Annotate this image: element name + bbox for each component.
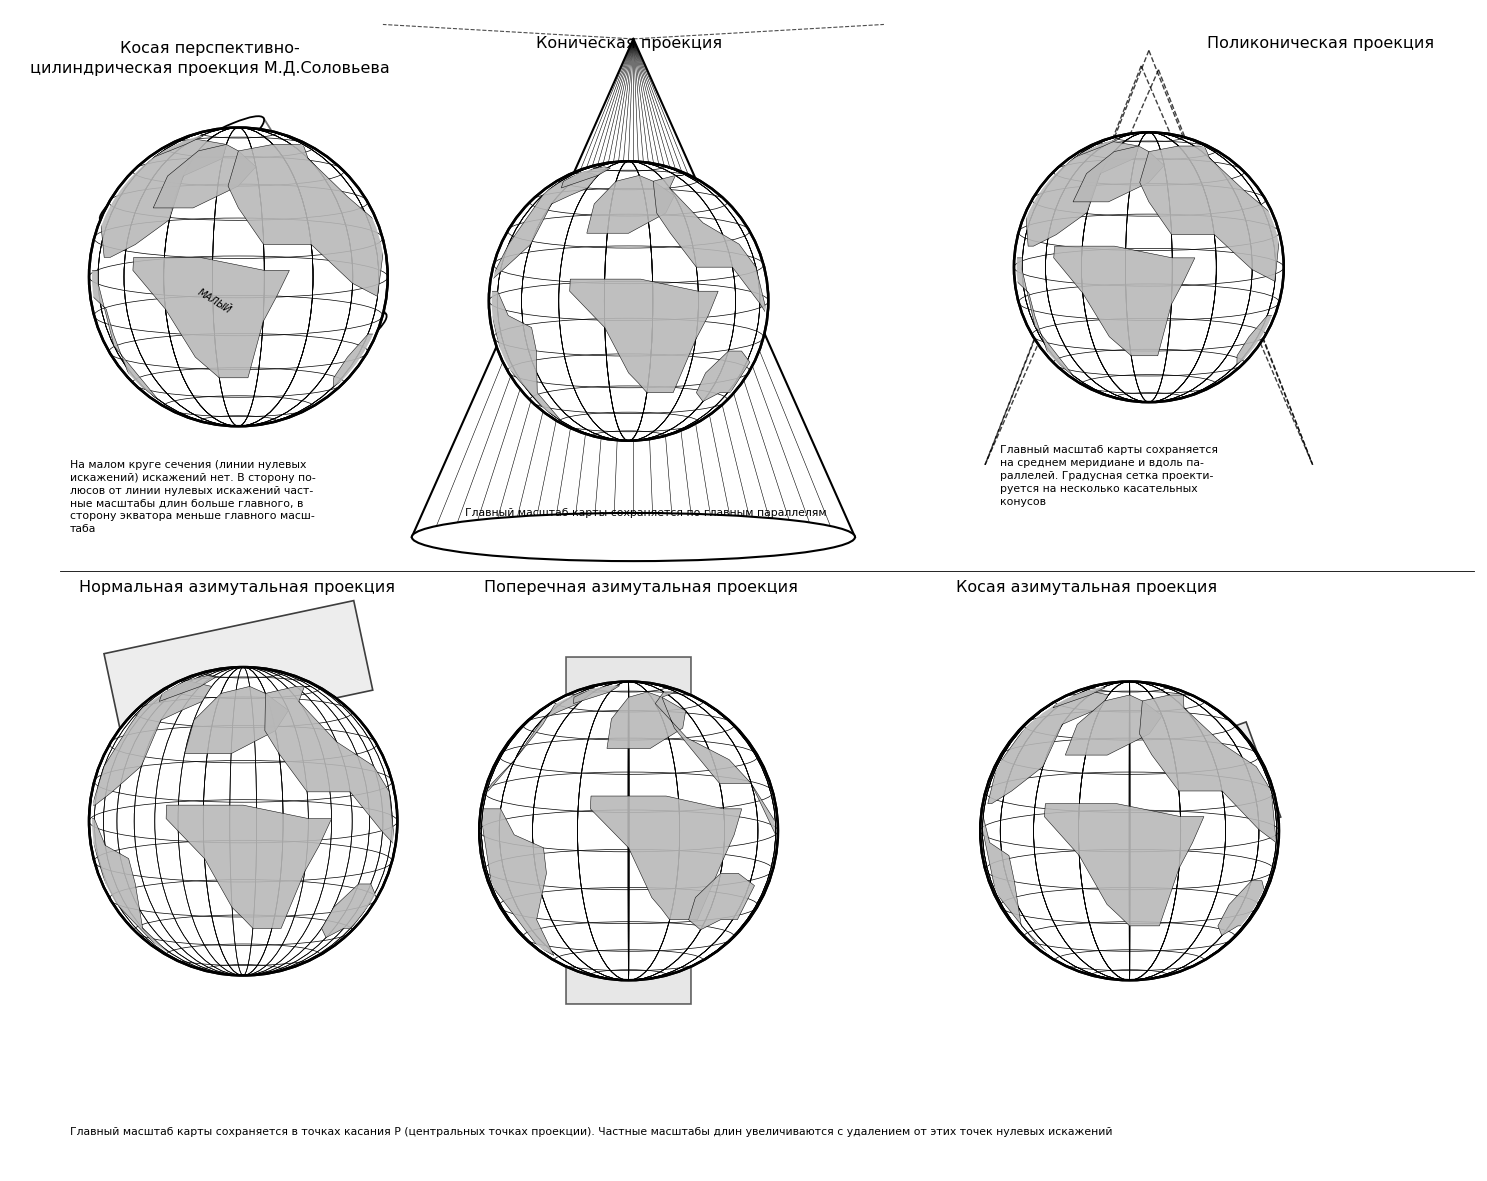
Text: На малом круге сечения (линии нулевых
искажений) искажений нет. В сторону по-
лю: На малом круге сечения (линии нулевых ис… (70, 459, 315, 534)
Text: Коническая проекция: Коническая проекция (535, 35, 721, 51)
Polygon shape (482, 809, 553, 955)
Polygon shape (607, 692, 686, 749)
Polygon shape (574, 685, 620, 704)
Text: Поликоническая проекция: Поликоническая проекция (1206, 35, 1433, 51)
Circle shape (489, 162, 769, 441)
Polygon shape (89, 270, 170, 410)
Polygon shape (1026, 142, 1139, 246)
Polygon shape (132, 257, 290, 378)
Polygon shape (1065, 694, 1161, 755)
Polygon shape (1237, 315, 1273, 364)
Polygon shape (167, 805, 332, 928)
Text: Нормальная азимутальная проекция: Нормальная азимутальная проекция (79, 580, 396, 595)
Polygon shape (567, 658, 691, 1004)
Polygon shape (688, 873, 754, 929)
Text: Косая азимутальная проекция: Косая азимутальная проекция (956, 580, 1218, 595)
Circle shape (980, 681, 1279, 980)
Polygon shape (1074, 146, 1164, 202)
Polygon shape (1072, 138, 1120, 158)
Polygon shape (656, 692, 776, 835)
Polygon shape (483, 687, 593, 796)
Polygon shape (100, 118, 387, 417)
Polygon shape (1014, 257, 1084, 385)
Polygon shape (1139, 146, 1280, 281)
Text: Главный масштаб карты сохраняется по главным параллелям: Главный масштаб карты сохраняется по гла… (465, 508, 827, 518)
Ellipse shape (222, 312, 387, 418)
Polygon shape (321, 883, 376, 938)
Polygon shape (228, 144, 384, 296)
Polygon shape (561, 167, 610, 188)
Polygon shape (1139, 694, 1276, 842)
Polygon shape (489, 292, 564, 423)
Circle shape (89, 128, 388, 426)
Polygon shape (92, 680, 211, 805)
Polygon shape (696, 351, 749, 402)
Circle shape (479, 681, 778, 980)
Polygon shape (590, 796, 742, 920)
Polygon shape (1044, 804, 1204, 926)
Polygon shape (333, 334, 375, 387)
Polygon shape (265, 686, 396, 846)
Polygon shape (491, 170, 598, 279)
Polygon shape (159, 676, 216, 702)
Text: Косая перспективно-
цилиндрическая проекция М.Д.Соловьева: Косая перспективно- цилиндрическая проек… (30, 41, 390, 76)
Polygon shape (987, 722, 1280, 911)
Polygon shape (101, 139, 226, 257)
Circle shape (1014, 132, 1283, 403)
Polygon shape (653, 176, 767, 315)
Polygon shape (89, 818, 177, 960)
Polygon shape (1054, 246, 1196, 355)
Text: Поперечная азимутальная проекция: Поперечная азимутальная проекция (485, 580, 799, 595)
Polygon shape (1218, 881, 1265, 935)
Polygon shape (184, 686, 288, 753)
Polygon shape (587, 176, 675, 233)
Polygon shape (570, 279, 718, 392)
Polygon shape (1053, 686, 1105, 707)
Polygon shape (104, 601, 373, 743)
Ellipse shape (100, 116, 265, 222)
Polygon shape (983, 816, 1054, 960)
Text: Главный масштаб карты сохраняется в точках касания Р (центральных точках проекци: Главный масштаб карты сохраняется в точк… (70, 1128, 1112, 1137)
Ellipse shape (412, 513, 855, 561)
Polygon shape (153, 144, 256, 208)
Circle shape (89, 667, 397, 976)
Polygon shape (987, 690, 1108, 804)
Text: МАЛЫЙ: МАЛЫЙ (196, 287, 233, 315)
Text: Главный масштаб карты сохраняется
на среднем меридиане и вдоль па-
раллелей. Гра: Главный масштаб карты сохраняется на сре… (999, 445, 1218, 507)
Polygon shape (150, 135, 204, 158)
